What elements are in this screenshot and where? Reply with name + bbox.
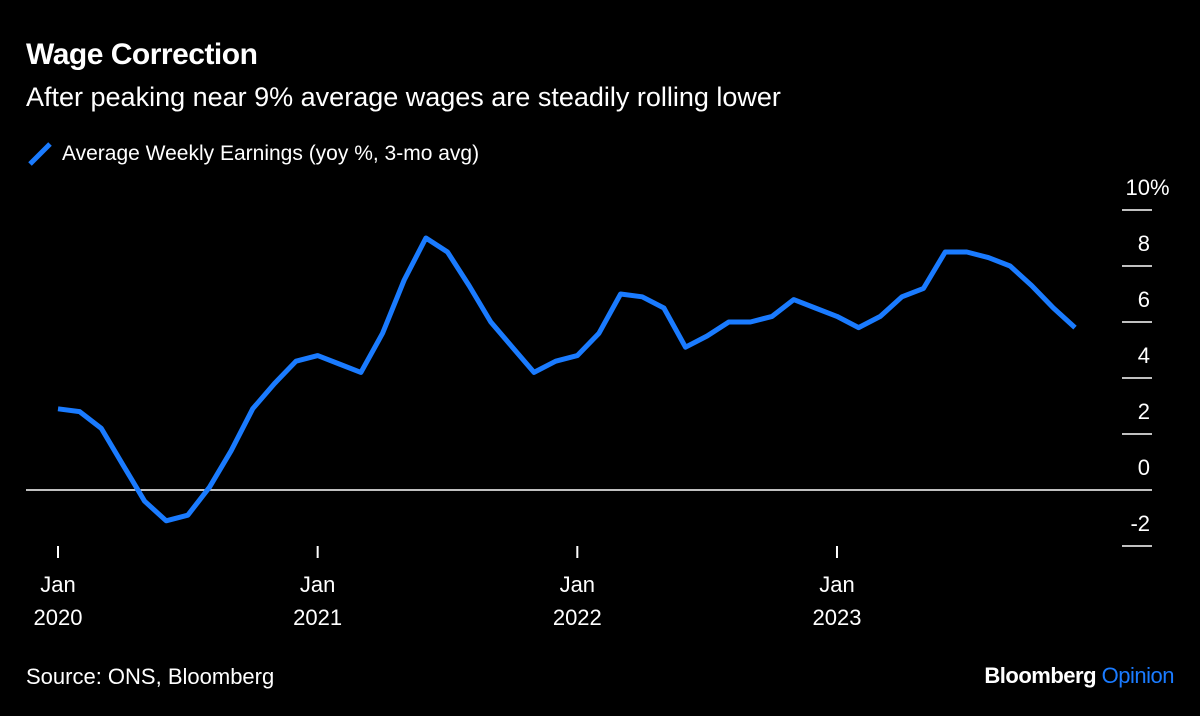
legend-swatch-icon	[28, 142, 52, 166]
y-unit-label: %	[1150, 175, 1170, 200]
legend: Average Weekly Earnings (yoy %, 3-mo avg…	[26, 140, 479, 168]
x-tick-label-year: 2023	[813, 605, 862, 630]
chart-title: Wage Correction	[26, 38, 258, 71]
logo-brand: Bloomberg	[984, 663, 1097, 688]
y-tick-label: -2	[1130, 511, 1150, 536]
x-tick-label-year: 2020	[34, 605, 83, 630]
source-note: Source: ONS, Bloomberg	[26, 664, 275, 689]
y-tick-label: 6	[1138, 287, 1150, 312]
legend-label: Average Weekly Earnings (yoy %, 3-mo avg…	[62, 142, 480, 165]
series-line-average-weekly-earnings	[57, 235, 1077, 524]
y-tick-label: 8	[1138, 231, 1150, 256]
x-tick-label-month: Jan	[40, 572, 75, 597]
y-tick-label: 2	[1138, 399, 1150, 424]
y-tick-label: 10	[1126, 175, 1150, 200]
y-tick-label: 4	[1138, 343, 1150, 368]
y-tick-label: 0	[1138, 455, 1150, 480]
x-tick-label-year: 2021	[293, 605, 342, 630]
bloomberg-opinion-logo: Bloomberg Opinion	[984, 663, 1174, 689]
chart-subtitle: After peaking near 9% average wages are …	[26, 82, 781, 112]
x-tick-label-month: Jan	[819, 572, 854, 597]
x-tick-label-month: Jan	[300, 572, 335, 597]
logo-product: Opinion	[1101, 663, 1175, 688]
x-tick-label-month: Jan	[560, 572, 595, 597]
x-tick-label-year: 2022	[553, 605, 602, 630]
